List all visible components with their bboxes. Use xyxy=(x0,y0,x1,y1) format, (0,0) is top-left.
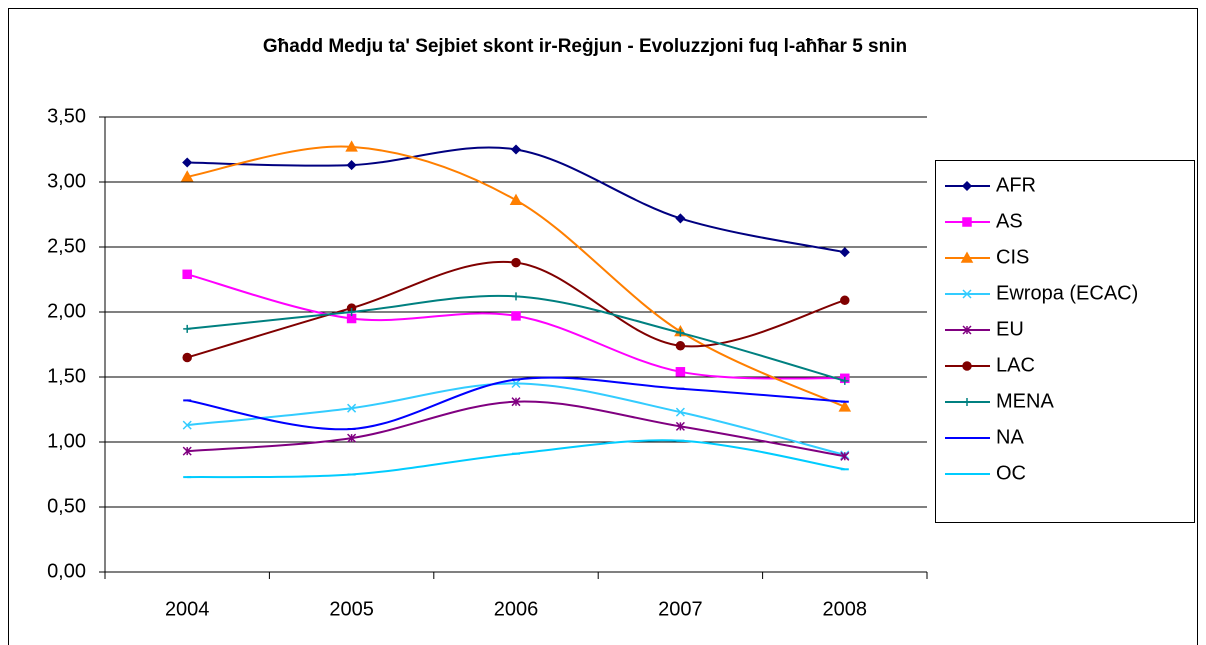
marker xyxy=(962,361,972,371)
marker xyxy=(347,403,357,413)
marker xyxy=(511,397,521,407)
marker xyxy=(675,341,686,351)
marker xyxy=(512,292,520,301)
legend-label: CIS xyxy=(996,246,1029,268)
marker xyxy=(347,433,357,443)
marker xyxy=(839,247,850,258)
marker xyxy=(675,421,685,431)
marker xyxy=(182,420,192,430)
marker xyxy=(509,193,523,205)
marker xyxy=(675,407,685,417)
marker xyxy=(182,352,192,363)
marker xyxy=(962,217,972,227)
marker xyxy=(347,308,356,316)
marker xyxy=(840,376,849,385)
marker xyxy=(180,170,194,182)
legend-label: AS xyxy=(996,210,1023,232)
legend-box xyxy=(935,160,1195,523)
marker xyxy=(510,144,522,155)
marker xyxy=(961,180,973,192)
y-tick-label: 0,50 xyxy=(47,495,86,517)
chart-title: Għadd Medju ta' Sejbiet skont ir-Reġjun … xyxy=(263,36,907,57)
legend-label: EU xyxy=(996,318,1024,340)
marker xyxy=(962,289,972,299)
y-tick-label: 2,50 xyxy=(47,235,86,257)
marker xyxy=(511,311,521,321)
marker xyxy=(675,213,686,224)
y-tick-label: 0,00 xyxy=(47,560,86,582)
marker xyxy=(182,157,193,168)
legend-label: OC xyxy=(996,462,1026,484)
y-tick-label: 1,00 xyxy=(47,430,86,452)
legend-label: MENA xyxy=(996,390,1054,412)
marker xyxy=(962,325,972,335)
x-tick-label: 2006 xyxy=(494,598,539,620)
marker xyxy=(838,400,852,412)
y-tick-label: 2,00 xyxy=(47,300,86,322)
legend-label: Ewropa (ECAC) xyxy=(996,282,1138,304)
x-tick-label: 2008 xyxy=(823,598,868,620)
marker xyxy=(840,451,850,461)
marker xyxy=(183,324,192,333)
x-tick-label: 2007 xyxy=(658,598,703,620)
y-tick-label: 3,50 xyxy=(47,105,86,127)
legend-label: NA xyxy=(996,426,1024,448)
y-tick-label: 3,00 xyxy=(47,170,86,192)
marker xyxy=(346,160,357,171)
marker xyxy=(840,295,850,306)
y-tick-label: 1,50 xyxy=(47,365,86,387)
marker xyxy=(182,446,192,456)
marker xyxy=(182,269,192,280)
marker xyxy=(675,367,686,377)
marker xyxy=(963,398,971,406)
legend-label: AFR xyxy=(996,174,1036,196)
legend-label: LAC xyxy=(996,354,1035,376)
marker xyxy=(960,251,974,263)
marker xyxy=(676,328,685,337)
marker xyxy=(345,140,358,152)
x-tick-label: 2005 xyxy=(329,598,374,620)
marker xyxy=(511,257,521,268)
x-tick-label: 2004 xyxy=(165,598,210,620)
